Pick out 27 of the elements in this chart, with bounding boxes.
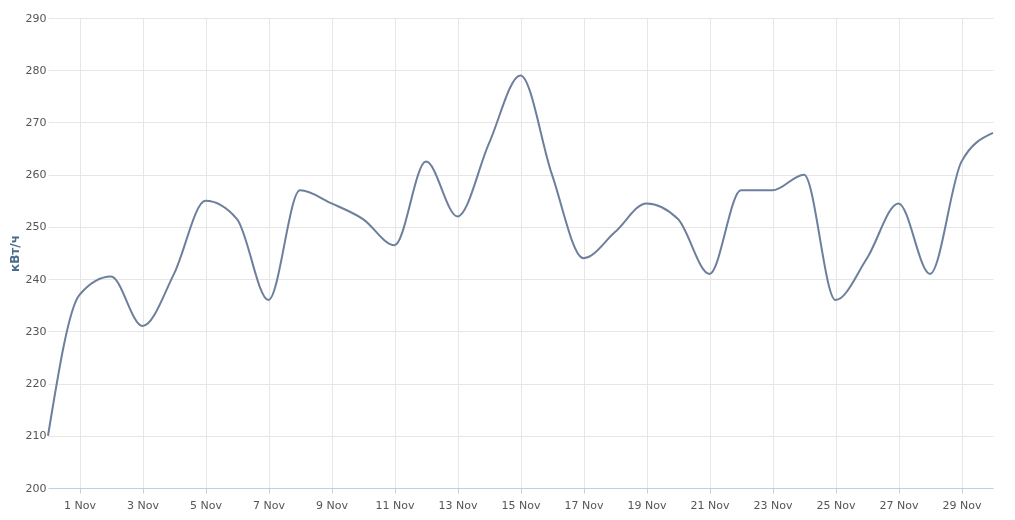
x-tick-label: 13 Nov <box>438 498 478 512</box>
x-tick-label: 23 Nov <box>753 498 793 512</box>
y-tick-label: 230 <box>25 324 47 338</box>
x-tick-label: 9 Nov <box>316 498 349 512</box>
line-series <box>47 74 994 437</box>
x-tick-label: 17 Nov <box>564 498 604 512</box>
x-tick-label: 25 Nov <box>816 498 856 512</box>
y-axis-title: кВт/ч <box>7 235 22 272</box>
x-tick-label: 3 Nov <box>127 498 160 512</box>
y-tick-label: 200 <box>25 481 47 495</box>
x-tick-label: 29 Nov <box>942 498 982 512</box>
y-tick-label: 210 <box>25 429 47 443</box>
y-tick-label: 250 <box>25 220 47 234</box>
x-tick-label: 7 Nov <box>253 498 286 512</box>
x-tick-label: 11 Nov <box>375 498 415 512</box>
y-tick-label: 270 <box>25 115 47 129</box>
y-tick-label: 240 <box>25 272 47 286</box>
y-tick-label: 220 <box>25 377 47 391</box>
y-tick-label: 280 <box>25 63 47 77</box>
x-tick-label: 1 Nov <box>64 498 97 512</box>
y-tick-label: 290 <box>25 11 47 25</box>
x-tick-label: 19 Nov <box>627 498 667 512</box>
y-tick-label: 260 <box>25 168 47 182</box>
x-tick-label: 27 Nov <box>879 498 919 512</box>
x-tick-label: 15 Nov <box>501 498 541 512</box>
x-tick-label: 5 Nov <box>190 498 223 512</box>
x-tick-label: 21 Nov <box>690 498 730 512</box>
